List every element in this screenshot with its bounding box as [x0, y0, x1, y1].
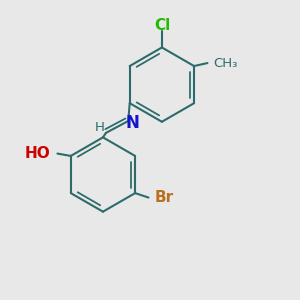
Text: H: H — [95, 121, 105, 134]
Text: Cl: Cl — [154, 18, 170, 33]
Text: HO: HO — [25, 146, 51, 161]
Text: N: N — [126, 113, 140, 131]
Text: Br: Br — [155, 190, 174, 205]
Text: CH₃: CH₃ — [213, 57, 237, 70]
